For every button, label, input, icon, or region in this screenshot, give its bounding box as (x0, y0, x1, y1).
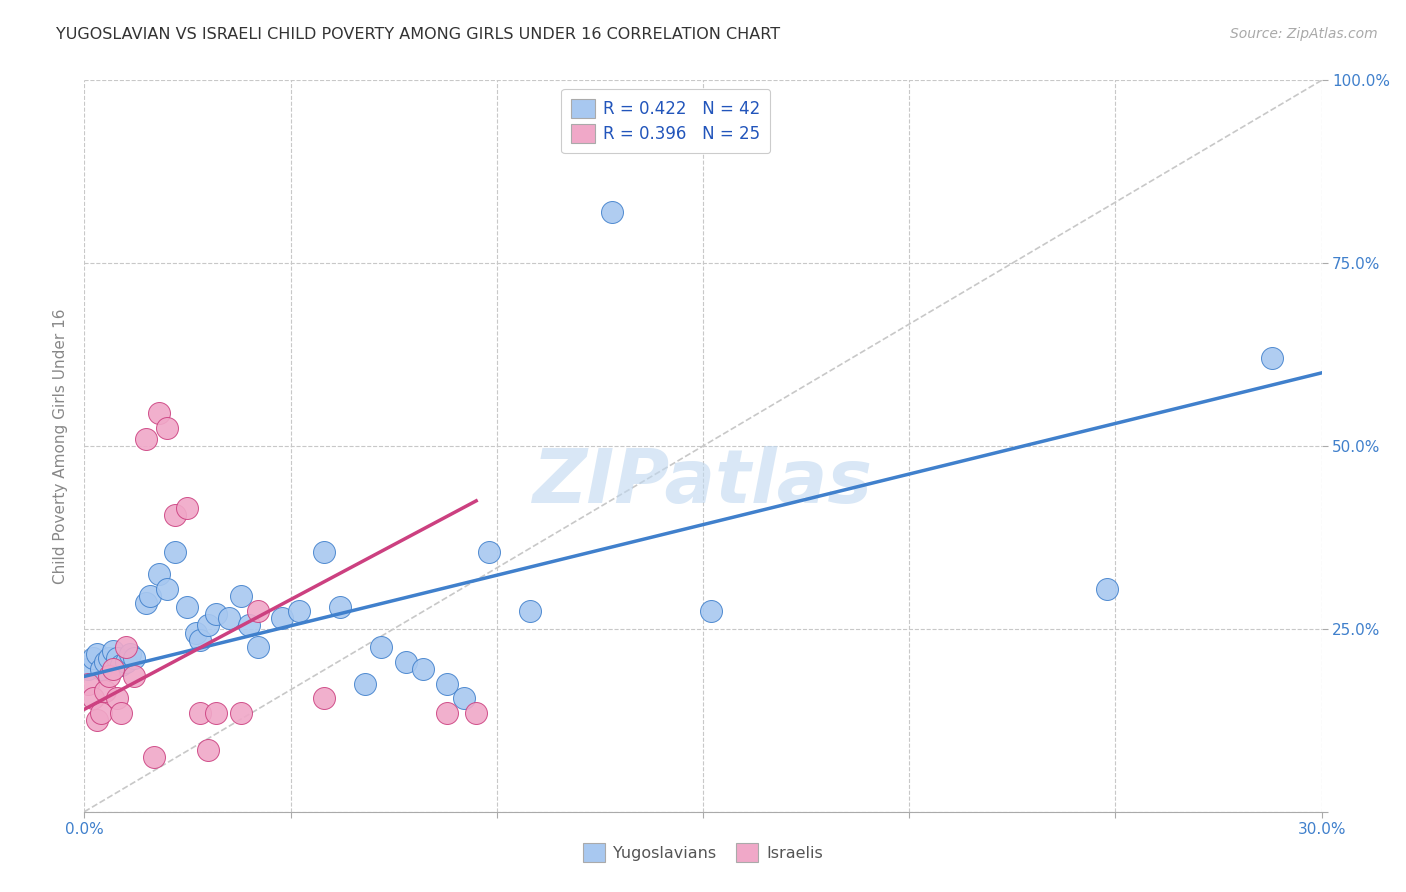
Point (139, 589, 162, 603)
Point (103, 662, 125, 676)
Point (218, 611, 240, 625)
Point (118, 648, 141, 662)
Point (156, 421, 179, 435)
Point (122, 651, 145, 665)
Point (465, 706, 488, 720)
Point (82, 651, 104, 665)
Point (205, 706, 228, 720)
Point (329, 599, 352, 614)
Point (312, 545, 335, 559)
Text: ZIPatlas: ZIPatlas (533, 446, 873, 519)
Point (436, 676, 458, 690)
Point (77, 662, 100, 676)
Point (94, 684, 117, 698)
Point (436, 706, 458, 720)
Point (519, 603, 541, 617)
Point (188, 632, 211, 647)
Point (165, 545, 187, 559)
Point (238, 618, 260, 632)
Point (600, 205, 623, 219)
Point (176, 599, 198, 614)
Point (246, 640, 269, 655)
Point (82, 691, 104, 706)
Legend: Yugoslavians, Israelis: Yugoslavians, Israelis (575, 835, 831, 870)
Point (370, 640, 392, 655)
Point (229, 589, 252, 603)
Point (143, 749, 166, 764)
Point (288, 603, 311, 617)
Point (122, 669, 145, 683)
Point (188, 706, 211, 720)
Point (135, 596, 157, 610)
Point (700, 603, 723, 617)
Point (110, 658, 132, 673)
Point (205, 607, 228, 622)
Point (98, 669, 121, 683)
Text: YUGOSLAVIAN VS ISRAELI CHILD POVERTY AMONG GIRLS UNDER 16 CORRELATION CHART: YUGOSLAVIAN VS ISRAELI CHILD POVERTY AMO… (56, 27, 780, 42)
Point (110, 706, 132, 720)
Point (477, 545, 499, 559)
Point (412, 662, 434, 676)
Point (148, 567, 170, 582)
Point (312, 691, 335, 706)
Point (90, 706, 112, 720)
Point (156, 582, 179, 596)
Point (165, 508, 187, 523)
Point (176, 501, 198, 516)
Y-axis label: Child Poverty Among Girls Under 16: Child Poverty Among Girls Under 16 (53, 309, 69, 583)
Point (353, 676, 375, 690)
Point (395, 655, 418, 669)
Point (184, 625, 207, 640)
Point (197, 742, 219, 756)
Point (135, 432, 157, 446)
Point (86, 714, 108, 728)
Point (453, 691, 475, 706)
Point (105, 651, 128, 665)
Point (229, 706, 252, 720)
Point (77, 676, 100, 690)
Text: Source: ZipAtlas.com: Source: ZipAtlas.com (1230, 27, 1378, 41)
Point (114, 655, 136, 669)
Point (103, 644, 125, 658)
Point (271, 611, 294, 625)
Point (1095, 582, 1118, 596)
Point (197, 618, 219, 632)
Point (105, 691, 128, 706)
Point (86, 648, 108, 662)
Point (94, 655, 117, 669)
Point (1261, 351, 1284, 366)
Point (246, 603, 269, 617)
Point (114, 640, 136, 655)
Point (98, 651, 121, 665)
Point (90, 662, 112, 676)
Point (148, 406, 170, 420)
